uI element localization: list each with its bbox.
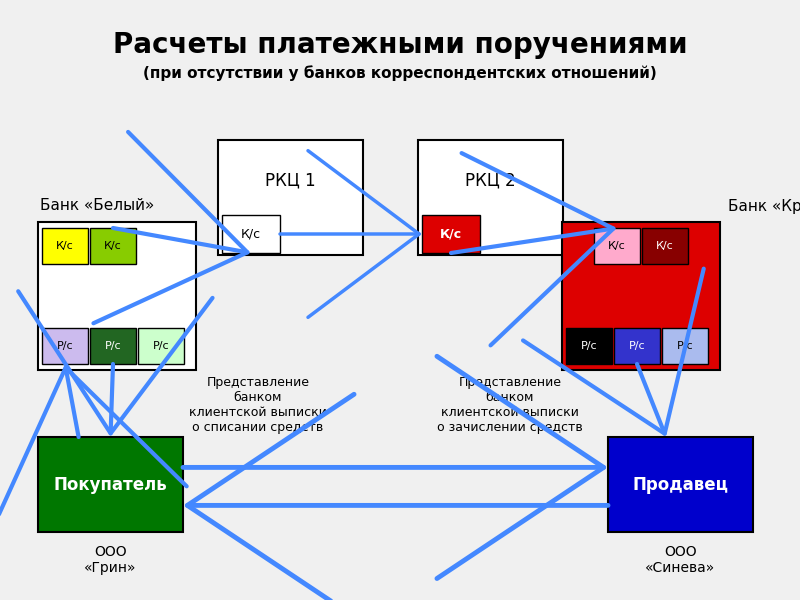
Text: ООО
«Грин»: ООО «Грин»	[84, 545, 137, 575]
Text: К/с: К/с	[656, 241, 674, 251]
Text: К/с: К/с	[608, 241, 626, 251]
Text: Р/с: Р/с	[57, 341, 74, 351]
Bar	[90, 228, 136, 264]
Text: К/с: К/с	[56, 241, 74, 251]
Text: Расчеты платежными поручениями: Расчеты платежными поручениями	[113, 31, 687, 59]
Text: ООО
«Синева»: ООО «Синева»	[646, 545, 716, 575]
Bar	[418, 140, 563, 255]
Text: РКЦ 1: РКЦ 1	[265, 171, 316, 189]
Text: Покупатель: Покупатель	[54, 475, 167, 493]
Text: К/с: К/с	[241, 227, 261, 241]
Bar	[662, 328, 708, 364]
Text: (при отсутствии у банков корреспондентских отношений): (при отсутствии у банков корреспондентск…	[143, 65, 657, 81]
Bar	[222, 215, 280, 253]
Text: Р/с: Р/с	[581, 341, 598, 351]
Text: Банк «Красный»: Банк «Красный»	[728, 199, 800, 214]
Bar	[566, 328, 612, 364]
Text: Представление
банком
клиентской выписки
о списании средств: Представление банком клиентской выписки …	[189, 376, 327, 434]
Bar	[562, 222, 720, 370]
Bar	[642, 228, 688, 264]
Bar	[614, 328, 660, 364]
Bar	[594, 228, 640, 264]
Text: Банк «Белый»: Банк «Белый»	[40, 199, 154, 214]
Text: К/с: К/с	[104, 241, 122, 251]
Text: К/с: К/с	[440, 227, 462, 241]
Bar	[138, 328, 184, 364]
Text: Продавец: Продавец	[633, 475, 729, 493]
Bar	[90, 328, 136, 364]
Text: Р/с: Р/с	[105, 341, 122, 351]
Bar	[218, 140, 363, 255]
Bar	[42, 228, 88, 264]
Text: Р/с: Р/с	[677, 341, 694, 351]
Bar	[42, 328, 88, 364]
Bar	[608, 437, 753, 532]
Text: Р/с: Р/с	[629, 341, 646, 351]
Bar	[38, 222, 196, 370]
Text: РКЦ 2: РКЦ 2	[465, 171, 516, 189]
Text: Р/с: Р/с	[153, 341, 170, 351]
Bar	[38, 437, 183, 532]
Bar	[422, 215, 480, 253]
Text: Представление
банком
клиентской выписки
о зачислении средств: Представление банком клиентской выписки …	[437, 376, 583, 434]
